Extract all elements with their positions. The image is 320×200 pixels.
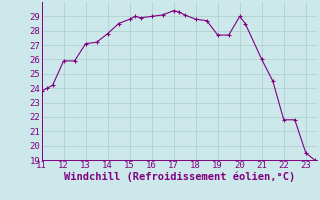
X-axis label: Windchill (Refroidissement éolien,°C): Windchill (Refroidissement éolien,°C) — [64, 172, 295, 182]
